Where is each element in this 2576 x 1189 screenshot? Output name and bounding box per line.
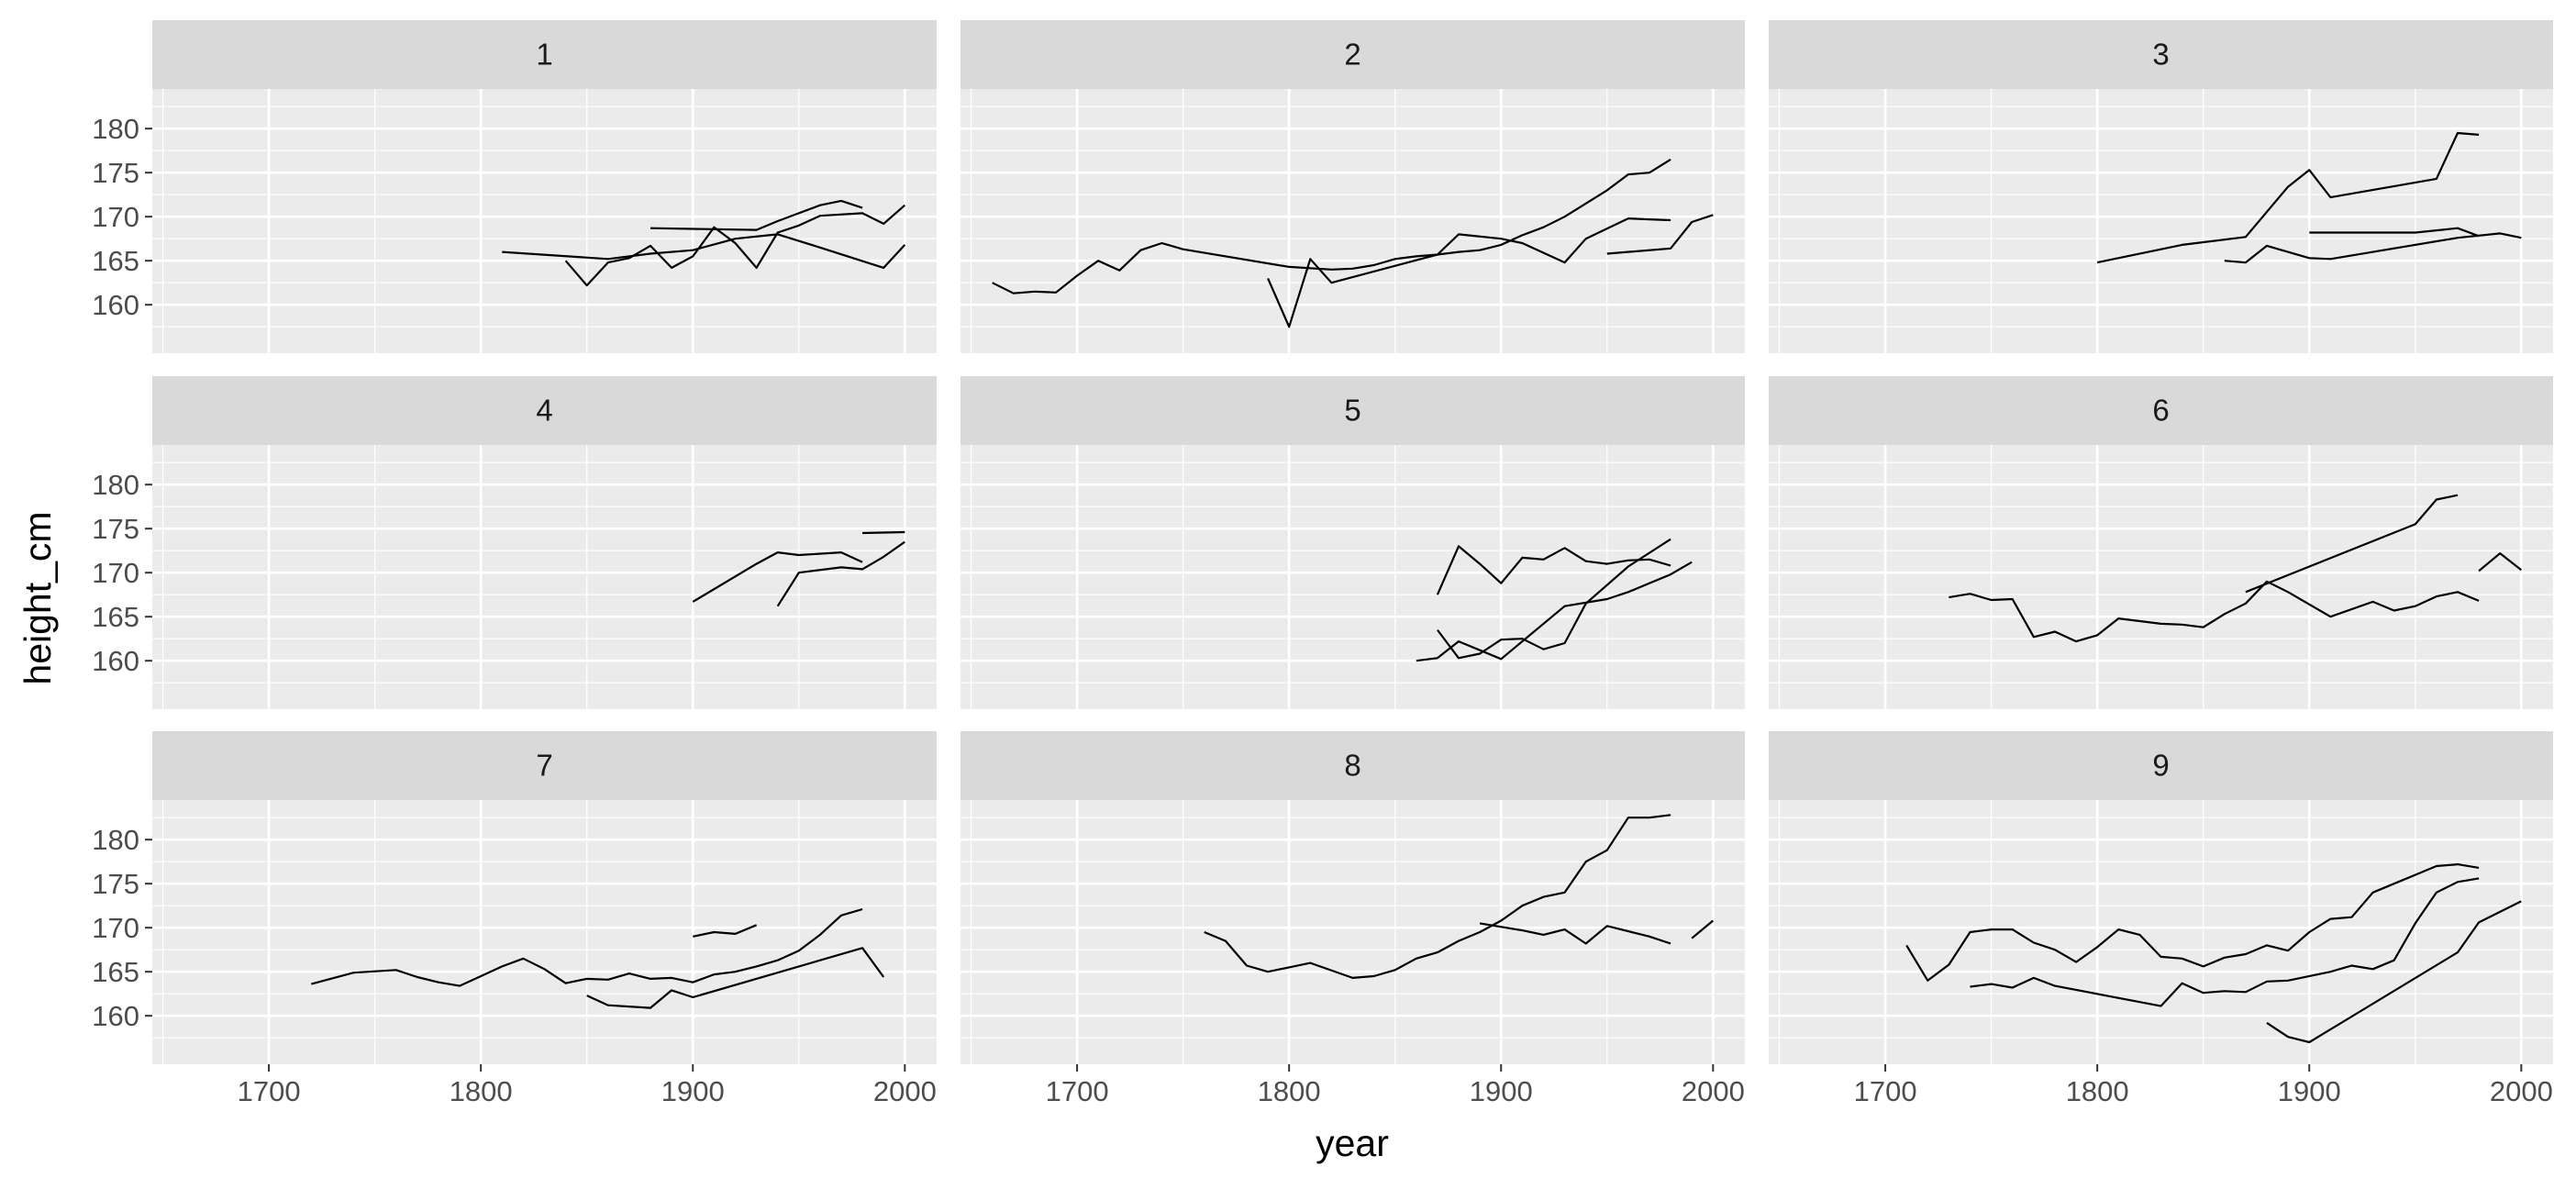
series-line-3 [1437, 538, 1671, 660]
facet-panel-2: 2 [960, 20, 1745, 353]
series-line-2 [1479, 922, 1671, 945]
facet-strip-label: 4 [536, 394, 552, 428]
y-tick-label: 165 [92, 601, 139, 633]
series-line-1 [1436, 545, 1671, 595]
panel-background [960, 445, 1745, 709]
facet-strip-label: 5 [1344, 394, 1360, 428]
series-line-3 [1691, 919, 1715, 939]
y-tick-label: 180 [92, 824, 139, 856]
series-line-1 [1949, 580, 2480, 643]
x-tick-label: 2000 [873, 1075, 937, 1107]
facet-strip [960, 376, 1745, 445]
y-tick-label: 180 [92, 469, 139, 501]
panel-background [152, 800, 937, 1064]
facet-strip-label: 7 [536, 749, 552, 783]
series-line-1 [992, 158, 1671, 294]
y-tick-label: 165 [92, 245, 139, 277]
facet-strip [1769, 376, 2553, 445]
facet-strip-label: 6 [2152, 394, 2169, 428]
series-line-1 [1204, 814, 1671, 980]
y-tick-label: 160 [92, 289, 139, 321]
x-tick-label: 2000 [1682, 1075, 1745, 1107]
facet-strip [152, 731, 937, 800]
facet-strip [152, 376, 937, 445]
x-tick-label: 1900 [1470, 1075, 1533, 1107]
series-line-3 [2478, 551, 2522, 572]
facet-strip-label: 3 [2152, 38, 2169, 72]
y-tick-label: 165 [92, 956, 139, 988]
y-tick-label: 160 [92, 1000, 139, 1032]
series-line-2 [1416, 561, 1693, 662]
x-tick-label: 1700 [1046, 1075, 1109, 1107]
panel-background [1769, 89, 2553, 353]
x-axis-title: year [1316, 1122, 1389, 1164]
series-line-3 [650, 199, 863, 231]
facet-strip-label: 2 [1344, 38, 1360, 72]
y-tick-label: 170 [92, 557, 139, 589]
x-tick-label: 1700 [238, 1075, 301, 1107]
series-line-1 [2096, 131, 2480, 264]
facet-panel-6: 6 [1769, 376, 2553, 709]
series-line-2 [1267, 217, 1671, 328]
y-tick-label: 175 [92, 157, 139, 189]
facet-strip-label: 8 [1344, 749, 1360, 783]
panel-background [960, 800, 1745, 1064]
series-line-3 [2309, 227, 2480, 238]
facet-panel-4: 4 160 165 170 175 180 [92, 376, 937, 709]
series-line-3 [693, 924, 758, 938]
y-tick-label: 170 [92, 201, 139, 233]
series-line-2 [564, 204, 906, 287]
y-axis-title: height_cm [17, 511, 59, 684]
y-tick-label: 180 [92, 113, 139, 145]
series-line-2 [2224, 232, 2522, 264]
facet-strip-label: 1 [536, 38, 552, 72]
panel-background [1769, 800, 2553, 1064]
y-tick-label: 175 [92, 868, 139, 900]
series-line-1 [692, 550, 863, 603]
x-tick-label: 1900 [2278, 1075, 2341, 1107]
facet-panel-3: 3 [1769, 20, 2553, 353]
facet-panel-9: 9 1700 1800 1900 2000 [1769, 731, 2553, 1107]
series-line-2 [1970, 877, 2480, 1007]
x-tick-label: 2000 [2490, 1075, 2553, 1107]
x-tick-label: 1800 [2066, 1075, 2129, 1107]
series-line-3 [1606, 214, 1714, 255]
facet-strip [1769, 20, 2553, 89]
series-line-1 [311, 907, 863, 987]
facet-strip-label: 9 [2152, 749, 2169, 783]
series-line-1 [502, 233, 906, 269]
panels: 1 160 165 170 175 180 2 3 4 160 165 170 175 180 5 6 7 160… [92, 20, 2553, 1107]
facet-panel-7: 7 160 165 170 175 180 1700 1800 1900 2000 [92, 731, 937, 1107]
series-line-2 [776, 540, 905, 607]
facet-panel-8: 8 1700 1800 1900 2000 [960, 731, 1745, 1107]
x-tick-label: 1800 [450, 1075, 513, 1107]
y-tick-label: 160 [92, 645, 139, 677]
panel-background [1769, 445, 2553, 709]
y-tick-label: 170 [92, 912, 139, 944]
panel-background [152, 445, 937, 709]
series-line-3 [862, 530, 905, 535]
x-tick-label: 1700 [1854, 1075, 1917, 1107]
y-tick-label: 175 [92, 513, 139, 545]
facet-strip [152, 20, 937, 89]
series-line-3 [2266, 900, 2522, 1044]
facet-strip [1769, 731, 2553, 800]
series-line-2 [586, 947, 885, 1009]
facet-panel-1: 1 160 165 170 175 180 [92, 20, 937, 353]
panel-background [960, 89, 1745, 353]
facet-strip [960, 20, 1745, 89]
series-line-2 [2245, 494, 2459, 594]
facet-strip [960, 731, 1745, 800]
facet-panel-5: 5 [960, 376, 1745, 709]
panel-background [152, 89, 937, 353]
series-line-1 [1905, 862, 2480, 982]
x-tick-label: 1800 [1258, 1075, 1321, 1107]
x-tick-label: 1900 [661, 1075, 725, 1107]
